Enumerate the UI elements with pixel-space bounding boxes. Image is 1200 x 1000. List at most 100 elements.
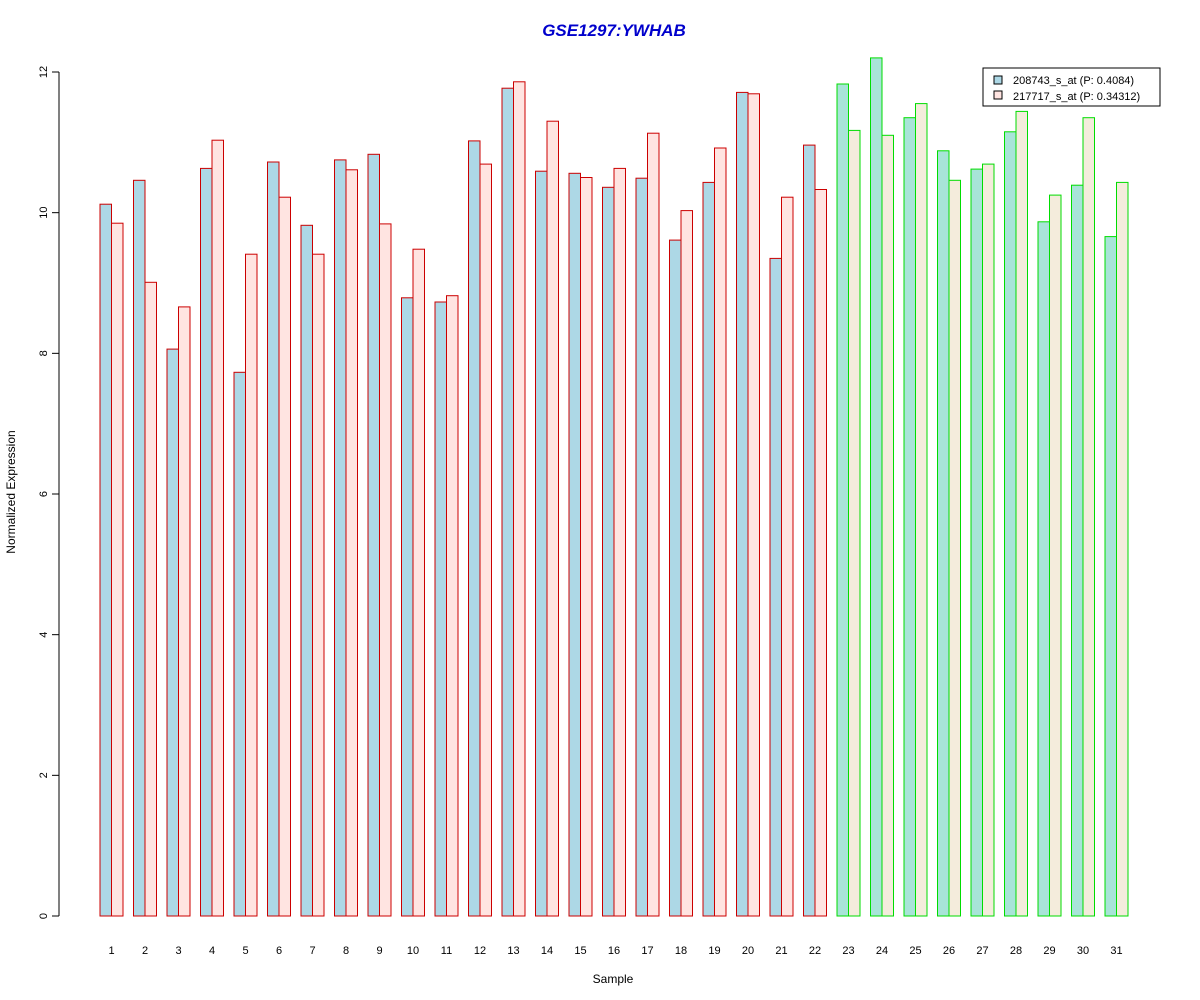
bars — [99, 57, 1129, 917]
x-tick-label-29: 29 — [1043, 945, 1055, 957]
bar-sample-28-series-1 — [1004, 131, 1017, 917]
bar-sample-16-series-1 — [602, 186, 615, 917]
bar-sample-17-series-1 — [635, 177, 648, 917]
x-tick-label-17: 17 — [641, 945, 653, 957]
bar-sample-15-series-2 — [580, 177, 593, 917]
bar-sample-3-series-1 — [166, 348, 179, 917]
bar-sample-16-series-2 — [613, 167, 626, 917]
legend-label-series-2: 217717_s_at (P: 0.34312) — [1013, 91, 1140, 103]
legend-swatch-series-2 — [993, 90, 1003, 100]
bar-sample-15-series-1 — [568, 172, 581, 917]
x-tick-label-14: 14 — [541, 945, 553, 957]
x-tick-label-6: 6 — [276, 945, 282, 957]
bar-sample-28-series-2 — [1015, 110, 1028, 917]
bar-sample-22-series-2 — [814, 189, 827, 917]
bar-sample-5-series-2 — [245, 253, 258, 917]
bar-sample-10-series-1 — [401, 297, 414, 917]
bar-sample-24-series-1 — [870, 57, 883, 917]
x-tick-label-10: 10 — [407, 945, 419, 957]
bar-sample-12-series-2 — [479, 163, 492, 917]
chart-title: GSE1297:YWHAB — [542, 21, 686, 40]
bar-sample-19-series-1 — [702, 181, 715, 917]
bar-sample-13-series-1 — [501, 87, 514, 917]
legend-swatch-series-1 — [993, 75, 1003, 85]
x-tick-label-21: 21 — [775, 945, 787, 957]
bar-sample-23-series-1 — [836, 83, 849, 917]
bar-sample-24-series-2 — [881, 134, 894, 917]
bar-sample-7-series-2 — [312, 253, 325, 917]
y-axis-label: Normalized Expression — [4, 430, 18, 553]
x-tick-label-15: 15 — [574, 945, 586, 957]
bar-sample-26-series-2 — [948, 179, 961, 917]
bar-sample-25-series-1 — [903, 117, 916, 917]
bar-sample-6-series-2 — [278, 196, 291, 917]
x-tick-label-7: 7 — [309, 945, 315, 957]
y-tick-label-4: 4 — [38, 632, 50, 638]
bar-sample-11-series-1 — [434, 301, 447, 917]
bar-sample-22-series-1 — [803, 144, 816, 917]
bar-sample-9-series-2 — [379, 223, 392, 917]
bar-sample-12-series-1 — [468, 140, 481, 917]
bar-sample-8-series-2 — [345, 169, 358, 917]
y-tick-label-12: 12 — [38, 66, 50, 78]
bar-sample-9-series-1 — [367, 153, 380, 917]
legend: 208743_s_at (P: 0.4084) 217717_s_at (P: … — [982, 67, 1161, 107]
x-tick-label-1: 1 — [108, 945, 114, 957]
bar-sample-29-series-1 — [1037, 221, 1050, 917]
bar-sample-10-series-2 — [412, 248, 425, 917]
x-tick-label-9: 9 — [376, 945, 382, 957]
bar-sample-17-series-2 — [647, 132, 660, 917]
x-tick-label-4: 4 — [209, 945, 215, 957]
bar-sample-30-series-2 — [1082, 117, 1095, 917]
bar-sample-6-series-1 — [267, 161, 280, 917]
x-tick-label-13: 13 — [507, 945, 519, 957]
x-tick-label-30: 30 — [1077, 945, 1089, 957]
bar-sample-1-series-2 — [111, 222, 124, 917]
bar-sample-29-series-2 — [1049, 194, 1062, 917]
x-tick-label-8: 8 — [343, 945, 349, 957]
x-tick-label-26: 26 — [943, 945, 955, 957]
x-tick-label-28: 28 — [1010, 945, 1022, 957]
x-axis-label: Sample — [593, 972, 634, 986]
bar-sample-27-series-1 — [970, 168, 983, 917]
bar-sample-20-series-1 — [736, 91, 749, 917]
bar-sample-18-series-1 — [669, 239, 682, 917]
x-tick-label-12: 12 — [474, 945, 486, 957]
bar-sample-25-series-2 — [915, 103, 928, 917]
legend-label-series-1: 208743_s_at (P: 0.4084) — [1013, 75, 1134, 87]
bar-sample-31-series-2 — [1116, 181, 1129, 917]
x-tick-label-23: 23 — [842, 945, 854, 957]
bar-sample-20-series-2 — [747, 93, 760, 917]
x-tick-label-2: 2 — [142, 945, 148, 957]
bar-sample-23-series-2 — [848, 129, 861, 917]
x-tick-label-22: 22 — [809, 945, 821, 957]
x-tick-label-19: 19 — [708, 945, 720, 957]
bar-sample-3-series-2 — [178, 306, 191, 917]
bar-sample-2-series-2 — [144, 281, 157, 917]
bar-sample-11-series-2 — [446, 295, 459, 917]
x-tick-label-31: 31 — [1110, 945, 1122, 957]
y-tick-label-10: 10 — [38, 207, 50, 219]
x-tick-label-18: 18 — [675, 945, 687, 957]
bar-sample-30-series-1 — [1071, 184, 1084, 917]
x-tick-labels: 1 2 3 4 5 6 7 8 9 10 11 12 13 14 15 16 17 18 19 20 21 22 23 24 2… — [108, 945, 1122, 957]
bar-sample-1-series-1 — [99, 203, 112, 917]
x-tick-label-3: 3 — [175, 945, 181, 957]
y-tick-label-6: 6 — [38, 491, 50, 497]
bar-sample-26-series-1 — [937, 150, 950, 917]
bar-sample-7-series-1 — [300, 224, 313, 917]
x-tick-label-16: 16 — [608, 945, 620, 957]
bar-sample-2-series-1 — [133, 179, 146, 917]
x-tick-label-27: 27 — [976, 945, 988, 957]
bar-sample-19-series-2 — [714, 147, 727, 917]
legend-box — [982, 67, 1161, 107]
x-tick-label-24: 24 — [876, 945, 888, 957]
bar-sample-4-series-2 — [211, 139, 224, 917]
bar-sample-5-series-1 — [233, 371, 246, 917]
y-axis: 0 2 4 6 8 10 12 — [38, 66, 60, 919]
bar-sample-27-series-2 — [982, 163, 995, 917]
x-tick-label-5: 5 — [242, 945, 248, 957]
y-tick-label-2: 2 — [38, 772, 50, 778]
y-tick-label-8: 8 — [38, 350, 50, 356]
